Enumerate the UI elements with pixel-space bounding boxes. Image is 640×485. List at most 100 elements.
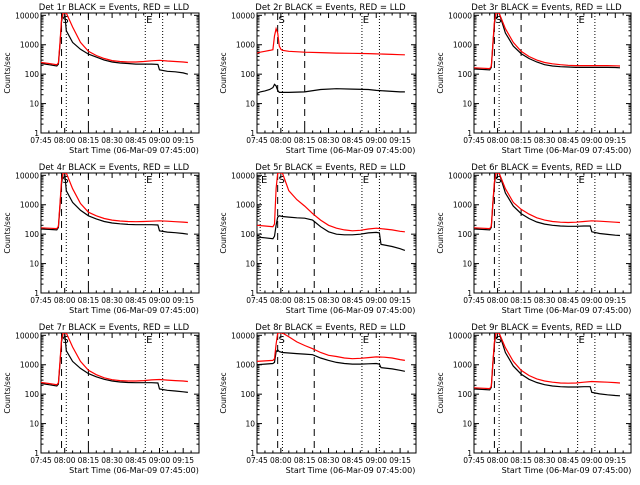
x-tick-label: 07:45 [463, 136, 485, 145]
x-axis-label: Start Time (06-Mar-09 07:45:00) [69, 146, 199, 155]
series-group [257, 173, 406, 251]
y-tick-label: 1 [250, 289, 255, 298]
plot-frame [256, 172, 417, 294]
y-tick-label: 1 [467, 449, 472, 458]
y-axis-label: Counts/sec [219, 212, 228, 253]
chart-panel: Det 5r BLACK = Events, RED = LLD Counts/s… [219, 163, 417, 315]
y-tick-label: 10 [29, 420, 39, 429]
x-tick-label: 07:45 [246, 456, 268, 465]
y-tick-label: 10000 [15, 171, 39, 180]
y-tick-label: 100 [241, 70, 256, 79]
chart-panel: Det 3r BLACK = Events, RED = LLD Counts/s… [436, 3, 632, 155]
lld-rate-line [257, 173, 405, 233]
x-tick-label: 08:30 [534, 456, 556, 465]
lld-rate-line [474, 173, 621, 230]
lld-rate-line [474, 333, 621, 390]
x-tick-label: 07:45 [30, 456, 52, 465]
x-tick-label: 09:00 [149, 296, 171, 305]
x-tick-label: 08:00 [270, 136, 292, 145]
y-tick-label: 10 [462, 260, 472, 269]
panel-title: Det 8r BLACK = Events, RED = LLD [255, 323, 406, 333]
x-tick-label: 08:30 [534, 136, 556, 145]
x-tick-label: 09:00 [365, 296, 387, 305]
chart-panel: Det 9r BLACK = Events, RED = LLD Counts/s… [436, 323, 632, 475]
event-marker-label: S [495, 335, 501, 346]
y-tick-label: 1000 [20, 361, 39, 370]
panel-title: Det 4r BLACK = Events, RED = LLD [39, 163, 190, 173]
series-group [474, 333, 621, 397]
x-tick-label: 07:45 [246, 136, 268, 145]
x-tick-label: 08:45 [557, 456, 579, 465]
x-tick-label: 07:45 [30, 296, 52, 305]
panel-title: Det 7r BLACK = Events, RED = LLD [39, 323, 190, 333]
x-tick-label: 09:00 [149, 456, 171, 465]
chart-panel: Det 4r BLACK = Events, RED = LLD Counts/s… [3, 163, 200, 315]
x-tick-label: 08:15 [510, 136, 532, 145]
plot-frame [256, 332, 417, 454]
x-axis-label: Start Time (06-Mar-09 07:45:00) [286, 146, 416, 155]
x-tick-label: 08:45 [125, 296, 147, 305]
x-axis-label: Start Time (06-Mar-09 07:45:00) [69, 306, 199, 315]
y-axis-label: Counts/sec [436, 212, 445, 253]
series-group [474, 13, 621, 71]
series-group [257, 333, 406, 372]
y-tick-label: 10000 [231, 331, 255, 340]
y-tick-label: 10 [29, 260, 39, 269]
lld-rate-line [41, 13, 188, 66]
x-tick-label: 08:45 [557, 136, 579, 145]
x-tick-label: 07:45 [463, 296, 485, 305]
plot-frame [40, 12, 200, 134]
y-tick-label: 100 [458, 230, 473, 239]
y-tick-label: 10 [245, 420, 255, 429]
event-marker-label: E [578, 175, 584, 186]
y-tick-label: 1000 [453, 201, 472, 210]
y-tick-label: 10000 [448, 331, 472, 340]
panel-title: Det 5r BLACK = Events, RED = LLD [255, 163, 406, 173]
y-tick-label: 1 [467, 289, 472, 298]
y-tick-label: 1000 [20, 41, 39, 50]
x-axis-label: Start Time (06-Mar-09 07:45:00) [502, 146, 632, 155]
x-tick-label: 08:15 [78, 136, 100, 145]
y-axis-label: Counts/sec [436, 52, 445, 93]
event-marker-label: E [363, 175, 369, 186]
chart-panel: Det 2r BLACK = Events, RED = LLD Counts/s… [219, 3, 417, 155]
lld-rate-line [41, 333, 188, 386]
y-tick-label: 100 [458, 390, 473, 399]
y-tick-label: 1 [34, 449, 39, 458]
y-tick-label: 10 [462, 420, 472, 429]
panel-title: Det 1r BLACK = Events, RED = LLD [39, 3, 190, 13]
series-group [41, 333, 188, 393]
x-tick-label: 09:15 [604, 136, 626, 145]
x-tick-label: 09:15 [604, 456, 626, 465]
event-marker-label: S [495, 175, 501, 186]
chart-panel: Det 6r BLACK = Events, RED = LLD Counts/s… [436, 163, 632, 315]
series-group [257, 26, 405, 95]
x-tick-label: 09:15 [389, 456, 411, 465]
event-marker-label: E [261, 175, 267, 186]
y-tick-label: 10 [245, 100, 255, 109]
event-marker-label: S [278, 175, 284, 186]
series-group [41, 173, 188, 235]
x-tick-label: 09:15 [604, 296, 626, 305]
chart-panel: Det 1r BLACK = Events, RED = LLD Counts/s… [3, 3, 200, 155]
x-tick-label: 08:30 [318, 456, 340, 465]
series-group [474, 173, 621, 237]
y-tick-label: 1000 [236, 361, 255, 370]
y-tick-label: 1 [250, 449, 255, 458]
event-rate-line [257, 83, 405, 95]
x-tick-label: 08:45 [125, 456, 147, 465]
x-tick-label: 08:15 [294, 136, 316, 145]
y-tick-label: 10000 [231, 171, 255, 180]
x-tick-label: 08:15 [294, 296, 316, 305]
y-tick-label: 10000 [448, 171, 472, 180]
x-axis-label: Start Time (06-Mar-09 07:45:00) [502, 306, 632, 315]
x-tick-label: 09:00 [581, 136, 603, 145]
x-tick-label: 08:00 [487, 456, 509, 465]
y-tick-label: 10000 [448, 11, 472, 20]
x-tick-label: 08:45 [342, 136, 364, 145]
x-tick-label: 08:15 [510, 456, 532, 465]
y-tick-label: 10000 [15, 11, 39, 20]
x-tick-label: 09:00 [581, 296, 603, 305]
y-tick-label: 1000 [20, 201, 39, 210]
x-tick-label: 08:45 [342, 296, 364, 305]
